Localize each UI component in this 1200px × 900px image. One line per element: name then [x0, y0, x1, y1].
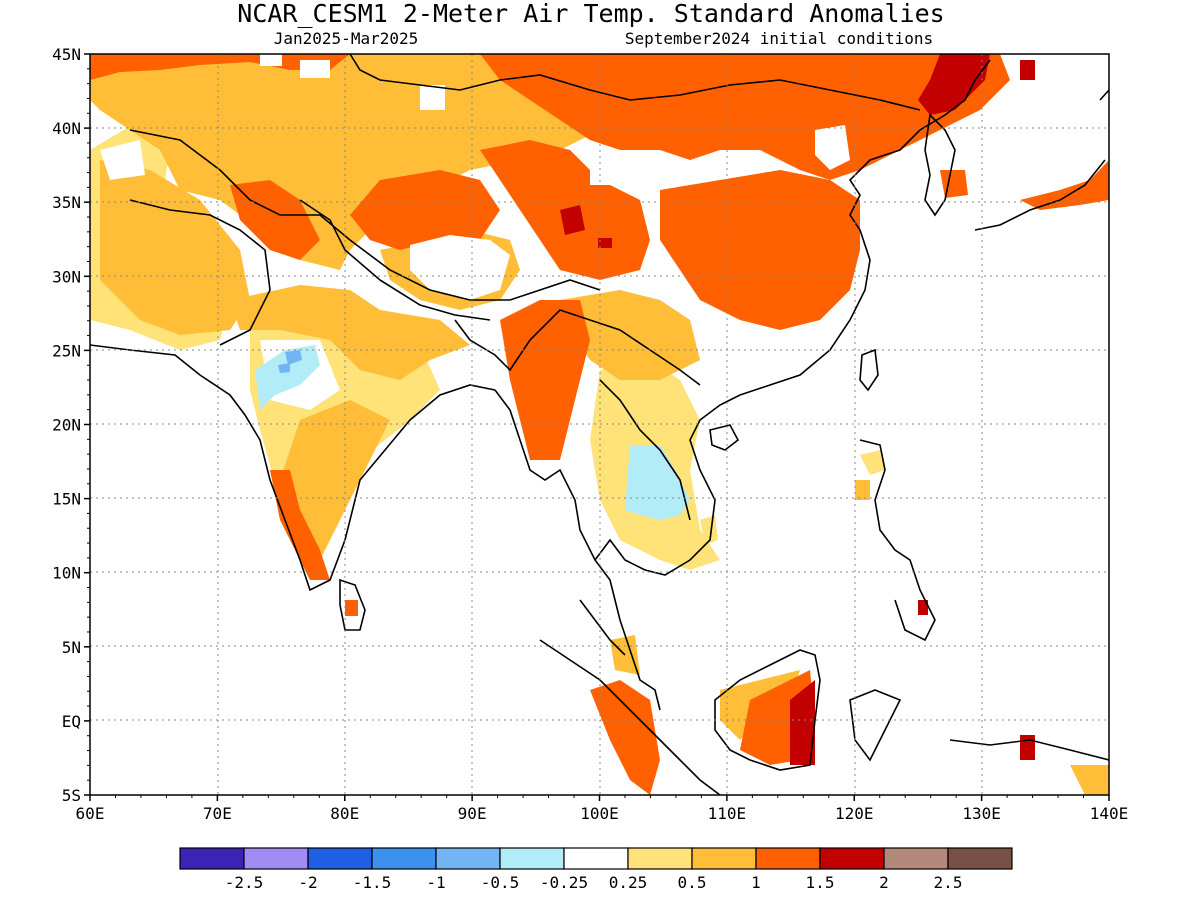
legend-label: 0.5 — [678, 873, 707, 892]
legend-swatch — [819, 847, 885, 870]
lat-tick-label: 5S — [62, 786, 81, 805]
chart-subtitle-right: September2024 initial conditions — [625, 29, 933, 48]
legend-label: -2.5 — [225, 873, 264, 892]
graticule — [90, 54, 1109, 795]
legend-label: -0.5 — [481, 873, 520, 892]
legend-label: 1 — [751, 873, 761, 892]
legend-swatch — [499, 847, 565, 870]
lat-tick-label: 15N — [52, 490, 81, 509]
legend-swatch — [371, 847, 437, 870]
lon-tick-label: 130E — [962, 804, 1001, 823]
lat-tick-label: 25N — [52, 341, 81, 360]
lon-tick-label: 80E — [330, 804, 359, 823]
longitude-axis: 60E 70E 80E 90E 100E 110E 120E 130E 140E — [76, 795, 1129, 823]
anomaly-fill-1.5-2 — [560, 54, 1035, 765]
lat-tick-label: 45N — [52, 45, 81, 64]
lat-tick-label: 10N — [52, 564, 81, 583]
lon-tick-label: 100E — [580, 804, 619, 823]
lon-tick-label: 90E — [458, 804, 487, 823]
legend-swatch — [563, 847, 629, 870]
legend-swatch — [755, 847, 821, 870]
legend-label: 2 — [879, 873, 889, 892]
chart-subtitle-left: Jan2025-Mar2025 — [274, 29, 419, 48]
color-legend: -2.5 -2 -1.5 -1 -0.5 -0.25 0.25 0.5 1 1.5 2 2.5 — [179, 847, 1013, 892]
legend-label: -1.5 — [353, 873, 392, 892]
lon-tick-label: 60E — [76, 804, 105, 823]
lat-tick-label: 40N — [52, 119, 81, 138]
anomaly-fill-neg1-neg0.5 — [278, 350, 302, 373]
coastlines — [90, 54, 1109, 795]
legend-label: 1.5 — [806, 873, 835, 892]
lon-tick-label: 140E — [1090, 804, 1129, 823]
map-plot-area — [90, 54, 1109, 795]
legend-swatch — [627, 847, 693, 870]
legend-swatch — [691, 847, 757, 870]
lon-tick-label: 110E — [708, 804, 747, 823]
legend-swatch — [243, 847, 309, 870]
lat-tick-label: 30N — [52, 267, 81, 286]
latitude-axis: 45N 40N 35N 30N 25N 20N 15N 10N 5N EQ 5S — [52, 45, 90, 805]
legend-swatch — [435, 847, 501, 870]
legend-label: -1 — [426, 873, 445, 892]
lon-tick-label: 70E — [203, 804, 232, 823]
legend-swatch — [179, 847, 245, 870]
legend-swatch — [307, 847, 373, 870]
lat-tick-label: 35N — [52, 193, 81, 212]
chart-title: NCAR_CESM1 2-Meter Air Temp. Standard An… — [237, 0, 944, 28]
lon-tick-label: 120E — [835, 804, 874, 823]
legend-label: -2 — [298, 873, 317, 892]
lat-tick-label: EQ — [62, 712, 81, 731]
anomaly-fill-neg0.5-neg0.25 — [255, 345, 690, 520]
lat-tick-label: 20N — [52, 416, 81, 435]
legend-swatch — [883, 847, 949, 870]
legend-label: 0.25 — [609, 873, 648, 892]
legend-label: 2.5 — [934, 873, 963, 892]
lat-tick-label: 5N — [62, 638, 81, 657]
legend-swatch — [947, 847, 1013, 870]
legend-label: -0.25 — [540, 873, 588, 892]
